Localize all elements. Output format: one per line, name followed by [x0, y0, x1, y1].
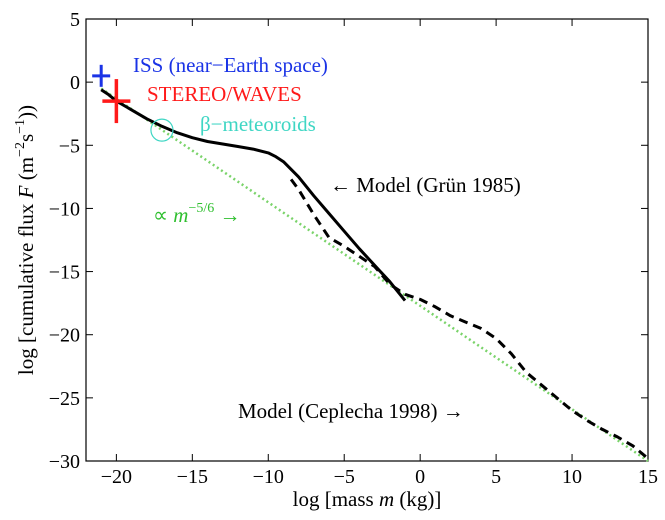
y-title-exp2: −1 [13, 119, 28, 134]
stereo-label: STEREO/WAVES [147, 82, 302, 106]
x-title-var: m [379, 487, 394, 511]
y-title-exp1: −2 [13, 142, 28, 157]
markers [92, 64, 174, 142]
y-tick-label: −10 [49, 198, 80, 220]
x-tick-label: 0 [415, 466, 425, 488]
beta-label: β−meteoroids [200, 112, 316, 136]
tick-marks [86, 18, 649, 462]
x-tick-label: 5 [491, 466, 501, 488]
series-line-solid [100, 88, 407, 302]
y-tick-label: −25 [49, 388, 80, 410]
x-tick-label: −10 [253, 466, 284, 488]
x-title-suffix: (kg)] [394, 487, 441, 511]
y-tick-label: −30 [49, 451, 80, 473]
powerlaw-label: ∝ m−5/6 → [153, 201, 240, 227]
x-axis-title: log [mass m (kg)] [293, 487, 442, 511]
powerlaw-arrow: → [214, 203, 240, 227]
grun-label: ← Model (Grün 1985) [330, 173, 521, 197]
x-tick-label: −15 [177, 466, 208, 488]
y-tick-label: 5 [70, 9, 80, 31]
series-lines [100, 87, 649, 463]
y-title-open: (m [14, 157, 38, 186]
y-tick-label: −20 [49, 325, 80, 347]
beta-marker [150, 118, 174, 142]
y-tick-label: 0 [70, 72, 80, 94]
x-tick-label: −20 [101, 466, 132, 488]
y-tick-labels: 5 0 −5 −10 −15 −20 −25 −30 [49, 9, 80, 473]
y-title-var: F [14, 185, 38, 199]
x-tick-label: 15 [638, 466, 658, 488]
y-title-prefix: log [cumulative flux [14, 198, 38, 375]
series-line-dashed [289, 178, 649, 460]
ceplecha-label: Model (Ceplecha 1998) → [238, 399, 464, 423]
y-tick-label: −15 [49, 262, 80, 284]
x-tick-label: −5 [334, 466, 355, 488]
iss-label: ISS (near−Earth space) [133, 53, 328, 77]
plot-frame [85, 18, 649, 462]
powerlaw-prefix: ∝ [153, 203, 173, 227]
powerlaw-exp: −5/6 [188, 201, 214, 216]
y-title-close: )) [14, 105, 38, 119]
y-axis-title: log [cumulative flux F (m−2s−1)) [13, 105, 38, 375]
y-tick-label: −5 [59, 135, 80, 157]
y-title-mid: s [14, 134, 38, 142]
x-title-prefix: log [mass [293, 487, 379, 511]
x-tick-label: 10 [562, 466, 582, 488]
x-tick-labels: −20 −15 −10 −5 0 5 10 15 [101, 466, 658, 488]
powerlaw-var: m [173, 203, 188, 227]
